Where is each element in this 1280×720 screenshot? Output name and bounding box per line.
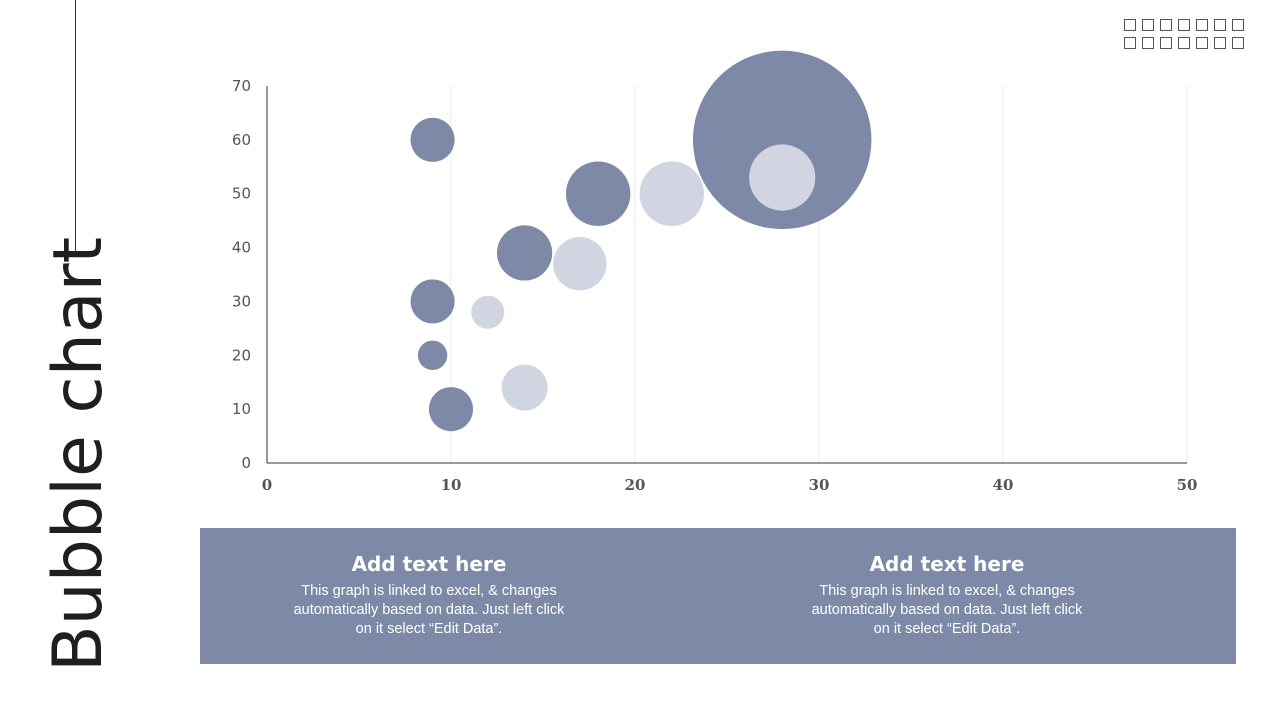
decorative-square: [1142, 19, 1154, 31]
bubble-point: [553, 237, 607, 291]
y-tick-label: 70: [232, 77, 251, 95]
bubble-point: [749, 144, 816, 211]
y-tick-label: 20: [232, 346, 251, 364]
bubble-point: [471, 295, 505, 329]
bubble-point: [639, 161, 704, 226]
decorative-square: [1160, 19, 1172, 31]
text-block-heading: Add text here: [869, 552, 1025, 576]
bubble-point: [428, 387, 474, 432]
y-tick-label: 30: [232, 292, 251, 310]
decorative-square: [1178, 19, 1190, 31]
bubble-point: [692, 50, 872, 230]
x-tick-label: 20: [625, 476, 646, 494]
x-tick-label: 30: [809, 476, 830, 494]
x-tick-label: 0: [262, 476, 272, 494]
decorative-square: [1214, 37, 1226, 49]
y-tick-label: 0: [241, 454, 251, 472]
decorative-square: [1142, 37, 1154, 49]
bubble-point: [417, 340, 448, 371]
bubble-point: [410, 279, 455, 324]
decorative-square: [1178, 37, 1190, 49]
bubble-point: [496, 225, 553, 281]
x-tick-label: 40: [993, 476, 1014, 494]
text-block-body: This graph is linked to excel, & changes…: [811, 583, 1083, 637]
bubble-point: [501, 364, 548, 411]
decorative-square: [1232, 37, 1244, 49]
decorative-square: [1160, 37, 1172, 49]
text-panel: Add text here This graph is linked to ex…: [200, 528, 1236, 664]
bubble-point: [566, 161, 631, 226]
title-divider-line: [75, 0, 76, 255]
y-tick-label: 40: [232, 239, 251, 257]
decorative-square: [1214, 19, 1226, 31]
decorative-square: [1232, 19, 1244, 31]
bubble-chart: 0 10 20 30 40 50 60 70 0 10 20 30 40 50: [232, 50, 1198, 494]
bubble-point: [410, 117, 455, 162]
x-tick-label: 10: [441, 476, 462, 494]
decorative-square: [1196, 19, 1208, 31]
text-block-heading: Add text here: [351, 552, 507, 576]
x-tick-label: 50: [1177, 476, 1198, 494]
text-block-body: This graph is linked to excel, & changes…: [293, 583, 565, 637]
text-block-left: Add text here This graph is linked to ex…: [200, 528, 718, 664]
decorative-square: [1196, 37, 1208, 49]
y-tick-label: 60: [232, 131, 251, 149]
decorative-square: [1124, 19, 1136, 31]
decorative-square: [1124, 37, 1136, 49]
y-tick-label: 10: [232, 400, 251, 418]
text-block-right: Add text here This graph is linked to ex…: [718, 528, 1236, 664]
decorative-squares-grid: [1124, 19, 1244, 49]
y-tick-label: 50: [232, 185, 251, 203]
